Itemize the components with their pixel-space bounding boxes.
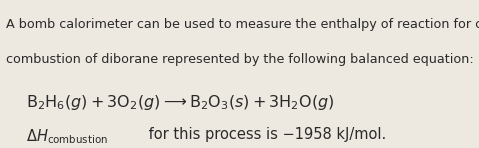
Text: $\Delta H_{\mathrm{combustion}}$: $\Delta H_{\mathrm{combustion}}$ bbox=[26, 127, 108, 146]
Text: combustion of diborane represented by the following balanced equation:: combustion of diborane represented by th… bbox=[6, 53, 474, 66]
Text: for this process is −1958 kJ/mol.: for this process is −1958 kJ/mol. bbox=[144, 127, 386, 142]
Text: $\mathrm{B_2H_6}(g) + \mathrm{3O_2}(g) \longrightarrow \mathrm{B_2O_3}(s) + \mat: $\mathrm{B_2H_6}(g) + \mathrm{3O_2}(g) \… bbox=[26, 93, 335, 112]
Text: A bomb calorimeter can be used to measure the enthalpy of reaction for combustio: A bomb calorimeter can be used to measur… bbox=[6, 18, 479, 31]
